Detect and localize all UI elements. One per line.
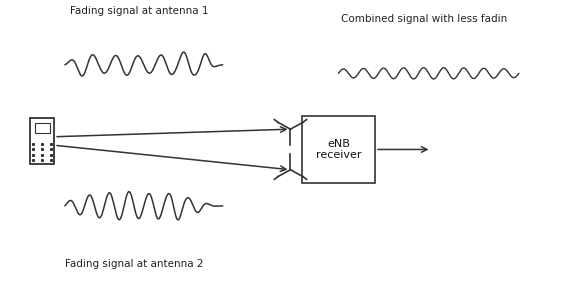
Bar [30, 118, 54, 164]
Text: Combined signal with less fadin: Combined signal with less fadin [341, 14, 508, 24]
Text: Fading signal at antenna 1: Fading signal at antenna 1 [70, 6, 209, 16]
Text: Fading signal at antenna 2: Fading signal at antenna 2 [65, 259, 204, 269]
Text: eNB
receiver: eNB receiver [316, 139, 361, 160]
Bar [302, 116, 375, 183]
Bar [34, 123, 50, 133]
